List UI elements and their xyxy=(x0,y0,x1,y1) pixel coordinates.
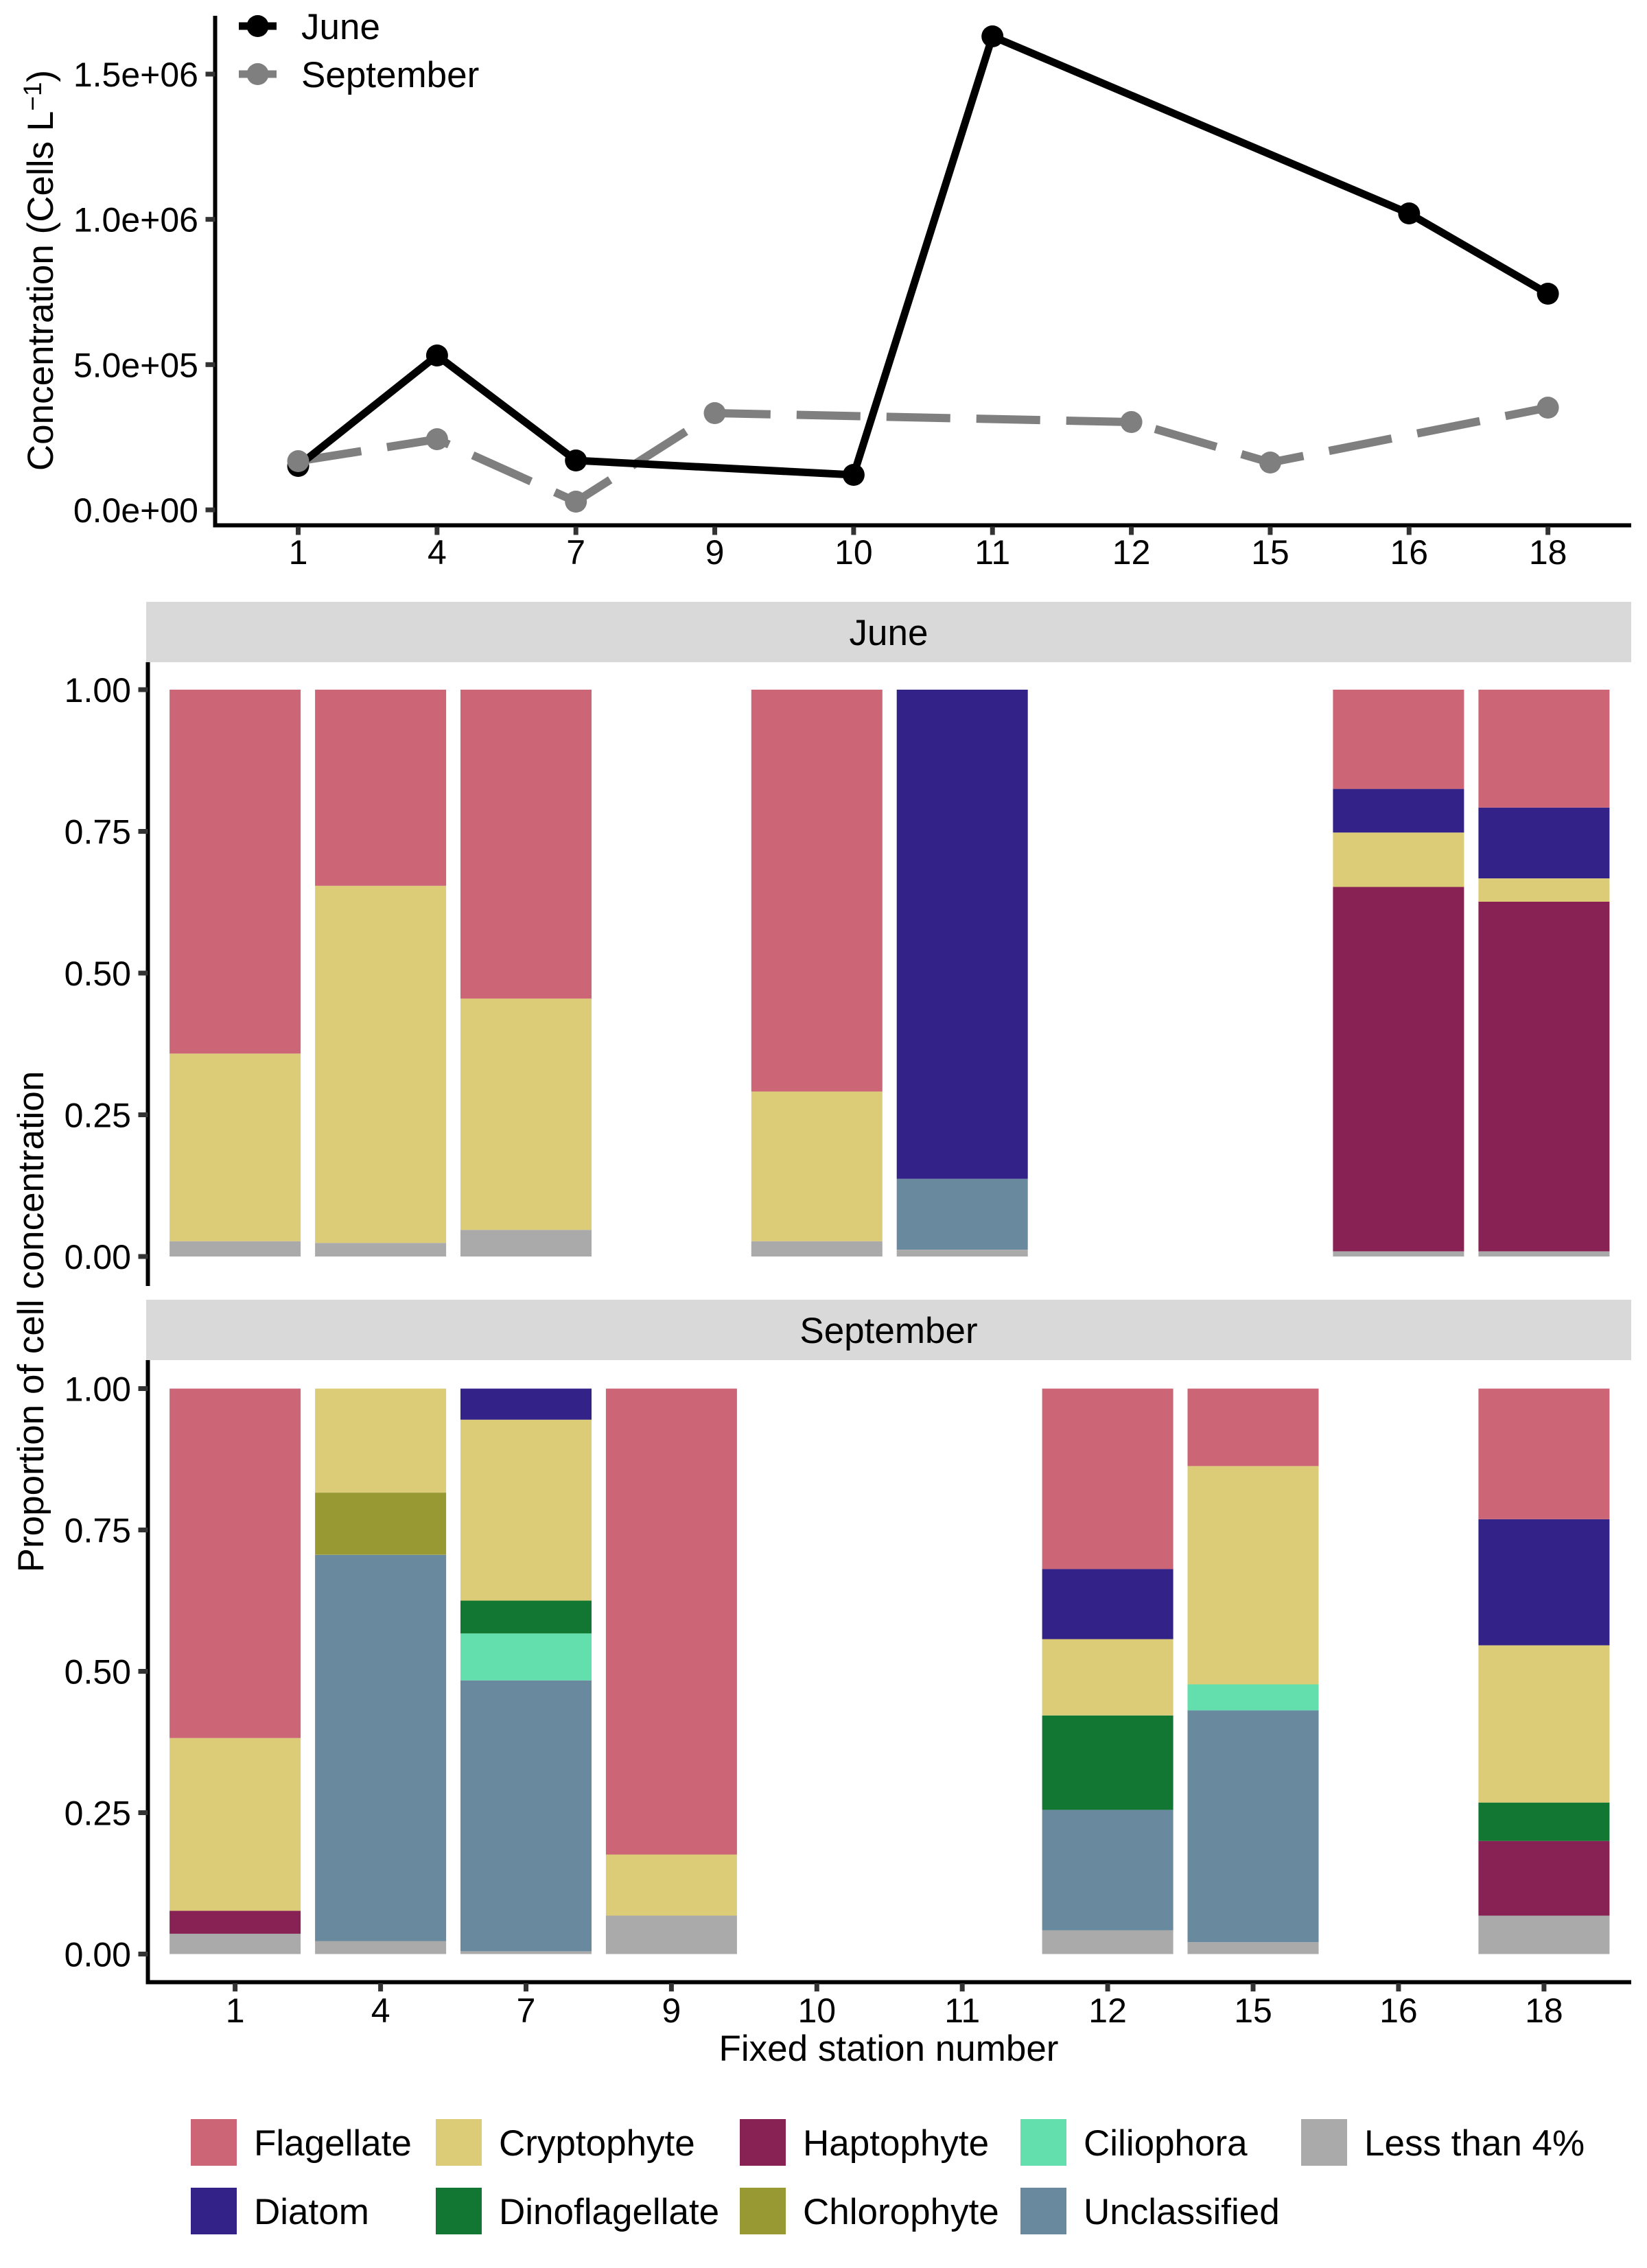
svg-text:15: 15 xyxy=(1234,1991,1272,2030)
svg-text:15: 15 xyxy=(1251,533,1289,572)
svg-text:4: 4 xyxy=(371,1991,390,2030)
svg-text:12: 12 xyxy=(1112,533,1151,572)
svg-text:11: 11 xyxy=(944,1991,980,2030)
svg-text:Proportion of cell concentrati: Proportion of cell concentration xyxy=(11,1071,51,1573)
svg-text:Less than 4%: Less than 4% xyxy=(1364,2123,1585,2164)
svg-text:1: 1 xyxy=(289,533,308,572)
svg-text:10: 10 xyxy=(834,533,873,572)
svg-text:11: 11 xyxy=(974,533,1010,572)
svg-text:Cryptophyte: Cryptophyte xyxy=(499,2123,695,2164)
svg-text:0.50: 0.50 xyxy=(65,955,131,993)
svg-text:June: June xyxy=(850,613,928,653)
svg-text:16: 16 xyxy=(1379,1991,1418,2030)
svg-text:0.00: 0.00 xyxy=(65,1936,131,1974)
svg-text:September: September xyxy=(301,55,479,95)
svg-text:1.00: 1.00 xyxy=(65,671,131,710)
svg-text:18: 18 xyxy=(1529,533,1567,572)
svg-text:0.0e+00: 0.0e+00 xyxy=(73,491,198,530)
svg-text:0.25: 0.25 xyxy=(65,1794,131,1833)
svg-text:7: 7 xyxy=(517,1991,536,2030)
svg-text:Unclassified: Unclassified xyxy=(1084,2192,1280,2232)
svg-text:Flagellate: Flagellate xyxy=(254,2123,412,2164)
svg-text:10: 10 xyxy=(797,1991,836,2030)
svg-text:0.25: 0.25 xyxy=(65,1097,131,1135)
svg-text:0.00: 0.00 xyxy=(65,1238,131,1276)
svg-text:5.0e+05: 5.0e+05 xyxy=(73,346,198,384)
svg-text:Dinoflagellate: Dinoflagellate xyxy=(499,2192,719,2232)
svg-text:4: 4 xyxy=(428,533,447,572)
svg-text:Ciliophora: Ciliophora xyxy=(1084,2123,1248,2164)
svg-text:18: 18 xyxy=(1525,1991,1563,2030)
svg-text:September: September xyxy=(799,1311,977,1351)
svg-text:0.75: 0.75 xyxy=(65,813,131,852)
svg-text:0.75: 0.75 xyxy=(65,1512,131,1550)
svg-text:1.0e+06: 1.0e+06 xyxy=(73,201,198,239)
svg-text:1: 1 xyxy=(226,1991,245,2030)
svg-text:0.50: 0.50 xyxy=(65,1653,131,1692)
svg-text:Chlorophyte: Chlorophyte xyxy=(803,2192,999,2232)
svg-text:June: June xyxy=(301,7,380,47)
svg-text:Fixed station number: Fixed station number xyxy=(719,2029,1059,2069)
svg-text:9: 9 xyxy=(705,533,725,572)
svg-text:Haptophyte: Haptophyte xyxy=(803,2123,989,2164)
svg-text:9: 9 xyxy=(662,1991,681,2030)
svg-text:1.00: 1.00 xyxy=(65,1370,131,1409)
svg-text:7: 7 xyxy=(566,533,585,572)
svg-text:Diatom: Diatom xyxy=(254,2192,369,2232)
svg-text:16: 16 xyxy=(1390,533,1428,572)
svg-text:1.5e+06: 1.5e+06 xyxy=(73,56,198,94)
svg-text:12: 12 xyxy=(1088,1991,1127,2030)
svg-text:Concentration (Cells L−1): Concentration (Cells L−1) xyxy=(19,70,61,471)
